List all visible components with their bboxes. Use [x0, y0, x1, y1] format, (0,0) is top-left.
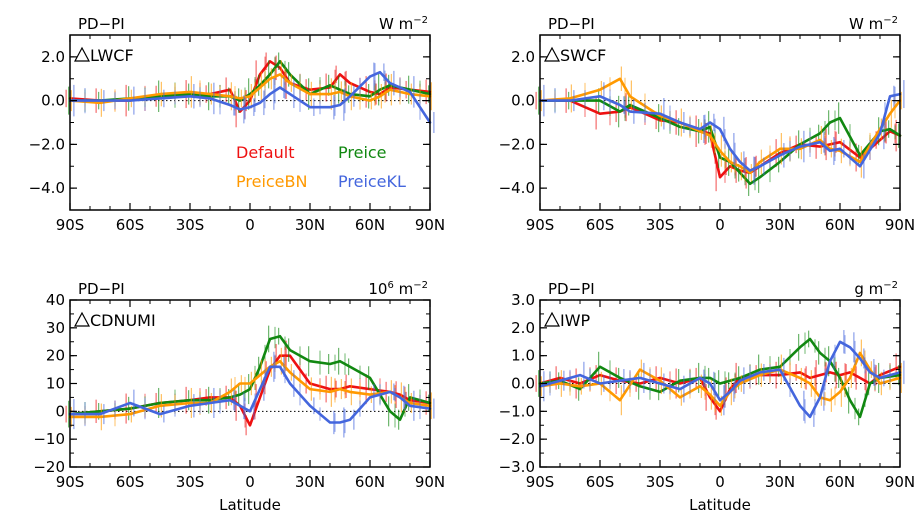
x-tick-label: 90N [415, 473, 445, 491]
y-tick-label: 10 [46, 375, 65, 393]
delta-icon [543, 46, 561, 62]
y-tick-label: −2.0 [499, 135, 535, 153]
x-tick-label: 60S [586, 216, 615, 234]
series-preicebn [538, 66, 902, 182]
x-tick-label: 30N [765, 216, 795, 234]
y-tick-label: 2.0 [41, 48, 65, 66]
x-axis-title: Latitude [219, 496, 281, 514]
y-tick-label: −2.0 [29, 135, 65, 153]
legend-entry-default: Default [236, 143, 294, 162]
y-tick-label: 2.0 [511, 319, 535, 337]
y-tick-label: 0.0 [511, 92, 535, 110]
series-preicekl [68, 351, 435, 438]
legend-entry-preice: Preice [338, 143, 387, 162]
legend: Default Preice PreiceBN PreiceKL [236, 143, 406, 191]
x-tick-label: 30N [295, 473, 325, 491]
series-preicebn [538, 339, 902, 416]
panel-lwcf: 2.0 0.0 −2.0 −4.0 90S 60S 30S 0 30N 60N 90N PD−PI W … [29, 15, 446, 234]
series-preicekl [538, 330, 905, 427]
x-tick-label: 90S [56, 216, 85, 234]
units-label: 106 m−2 [368, 280, 428, 298]
y-tick-label: −2.0 [499, 430, 535, 448]
x-tick-label: 30S [646, 473, 675, 491]
series-line [538, 99, 902, 179]
series-line [538, 337, 902, 419]
x-tick-label: 90N [885, 216, 915, 234]
series-line [68, 70, 432, 124]
x-tick-label: 30S [176, 216, 205, 234]
y-tick-label: 2.0 [511, 48, 535, 66]
x-tick-label: 90S [526, 216, 555, 234]
variable-label: IWP [560, 311, 591, 330]
x-tick-label: 60S [586, 473, 615, 491]
series-default [535, 88, 902, 192]
y-tick-label: 0 [55, 402, 65, 420]
series-preice [538, 86, 902, 196]
panel-label: PD−PI [78, 15, 125, 33]
series-preicekl [538, 80, 905, 185]
x-tick-label: 30N [295, 216, 325, 234]
panel-label: PD−PI [548, 280, 595, 298]
y-tick-label: 3.0 [511, 291, 535, 309]
x-tick-label: 60N [825, 216, 855, 234]
series-line [68, 334, 432, 421]
units-label: g m−2 [854, 280, 898, 298]
y-tick-label: −20 [33, 458, 65, 476]
x-tick-label: 30N [765, 473, 795, 491]
y-tick-label: 20 [46, 347, 65, 365]
delta-icon [543, 311, 561, 327]
y-tick-label: 40 [46, 291, 65, 309]
series-preicebn [68, 60, 432, 117]
x-tick-label: 60N [355, 216, 385, 234]
y-tick-label: −3.0 [499, 458, 535, 476]
y-tick-label: 0.0 [41, 92, 65, 110]
x-tick-label: 0 [245, 473, 255, 491]
series-line [68, 365, 432, 424]
delta-icon [73, 46, 91, 62]
y-tick-label: 1.0 [511, 347, 535, 365]
units-label: W m−2 [379, 15, 428, 33]
y-tick-label: 30 [46, 319, 65, 337]
legend-entry-preicekl: PreiceKL [338, 172, 406, 191]
y-tick-label: 0.0 [511, 375, 535, 393]
series-line [538, 351, 902, 408]
y-tick-label: −4.0 [499, 179, 535, 197]
panel-label: PD−PI [548, 15, 595, 33]
delta-icon [73, 311, 91, 327]
series-line [538, 92, 902, 172]
y-tick-label: −10 [33, 430, 65, 448]
units-label: W m−2 [849, 15, 898, 33]
series-preicekl [68, 62, 435, 133]
variable-label: LWCF [90, 46, 134, 65]
x-tick-label: 90N [885, 473, 915, 491]
x-tick-label: 90N [415, 216, 445, 234]
x-tick-label: 30S [646, 216, 675, 234]
x-tick-label: 60S [116, 216, 145, 234]
x-tick-label: 60N [355, 473, 385, 491]
panel-label: PD−PI [78, 280, 125, 298]
legend-entry-preicebn: PreiceBN [236, 172, 307, 191]
series-line [538, 340, 902, 419]
x-tick-label: 90S [56, 473, 85, 491]
y-tick-label: −4.0 [29, 179, 65, 197]
y-tick-label: −1.0 [499, 402, 535, 420]
x-tick-label: 60N [825, 473, 855, 491]
x-tick-label: 0 [715, 216, 725, 234]
series-line [538, 99, 902, 186]
x-axis-title: Latitude [689, 496, 751, 514]
variable-label: SWCF [560, 46, 606, 65]
panel-swcf: 2.0 0.0 −2.0 −4.0 90S 60S 30S 0 30N 60N 90N PD−PI W … [499, 15, 916, 234]
x-tick-label: 0 [715, 473, 725, 491]
x-tick-label: 30S [176, 473, 205, 491]
x-tick-label: 90S [526, 473, 555, 491]
x-tick-label: 0 [245, 216, 255, 234]
variable-label: CDNUMI [90, 311, 156, 330]
x-tick-label: 60S [116, 473, 145, 491]
